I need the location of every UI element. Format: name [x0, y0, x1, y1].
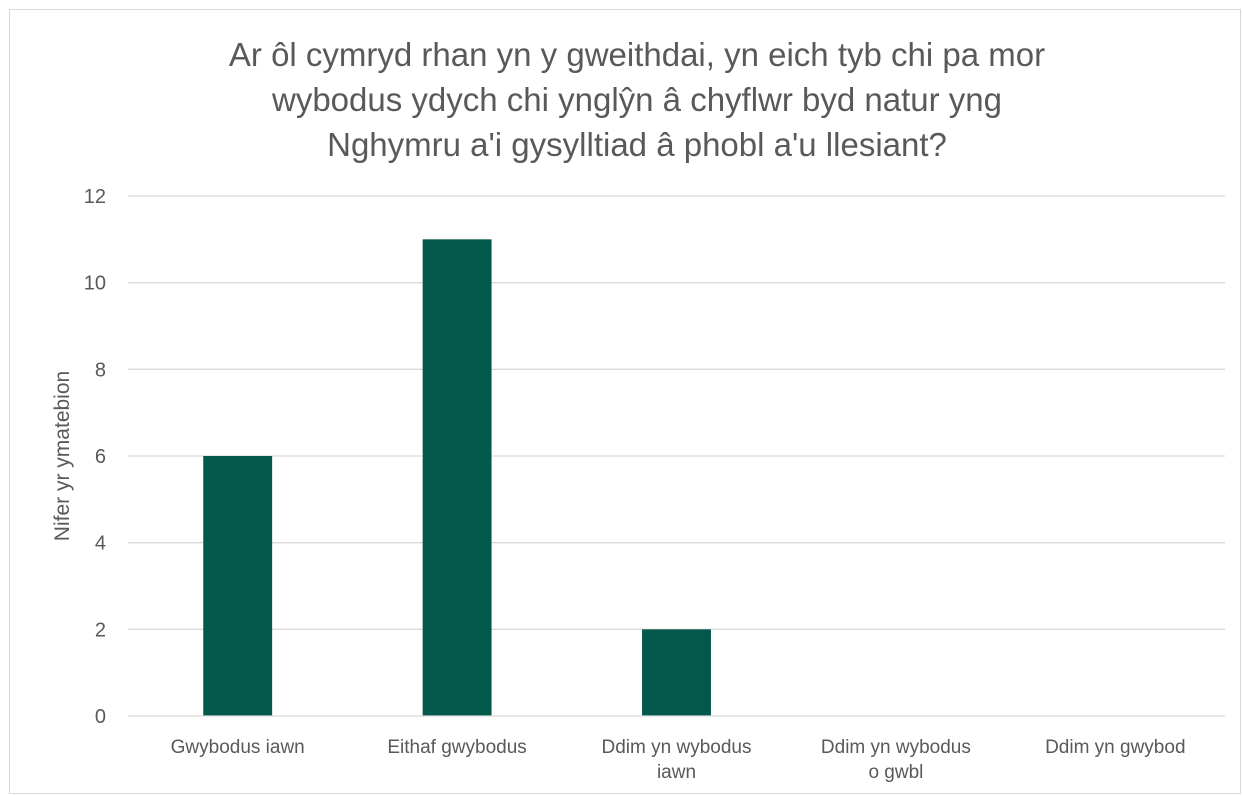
y-axis-title: Nifer yr ymatebion [51, 371, 74, 541]
y-tick-label-4: 4 [95, 533, 106, 555]
x-category-label-3-line-1: Ddim yn wybodus [602, 737, 752, 758]
y-tick-label-0: 0 [95, 706, 106, 728]
bars [203, 239, 711, 717]
x-category-label-1: Gwybodus iawn [171, 737, 305, 758]
x-category-label-5: Ddim yn gwybod [1045, 737, 1185, 758]
chart-title-line-1: Ar ôl cymryd rhan yn y gweithdai, yn eic… [229, 36, 1045, 73]
y-tick-label-10: 10 [84, 273, 106, 295]
bar-1 [203, 456, 273, 716]
x-category-label-4-line-2: o gwbl [868, 762, 923, 783]
chart-title: Ar ôl cymryd rhan yn y gweithdai, yn eic… [229, 36, 1045, 163]
chart-title-line-2: wybodus ydych chi ynglŷn â chyflwr byd n… [271, 81, 1002, 118]
y-tick-label-6: 6 [95, 446, 106, 468]
x-category-label-2: Eithaf gwybodus [387, 737, 526, 758]
y-tick-label-12: 12 [84, 186, 106, 208]
y-tick-label-8: 8 [95, 359, 106, 381]
y-tick-label-2: 2 [95, 619, 106, 641]
y-axis-ticks: 0 2 4 6 8 10 12 [84, 186, 106, 728]
chart-title-line-3: Nghymru a'i gysylltiad â phobl a'u llesi… [327, 126, 947, 163]
gridlines [128, 195, 1225, 630]
bar-3 [642, 629, 711, 716]
x-axis-categories: Gwybodus iawn Eithaf gwybodus Ddim yn wybo… [171, 737, 1186, 783]
x-category-label-3-line-2: iawn [657, 762, 696, 783]
bar-2 [422, 239, 492, 717]
x-category-label-4-line-1: Ddim yn wybodus [821, 737, 971, 758]
